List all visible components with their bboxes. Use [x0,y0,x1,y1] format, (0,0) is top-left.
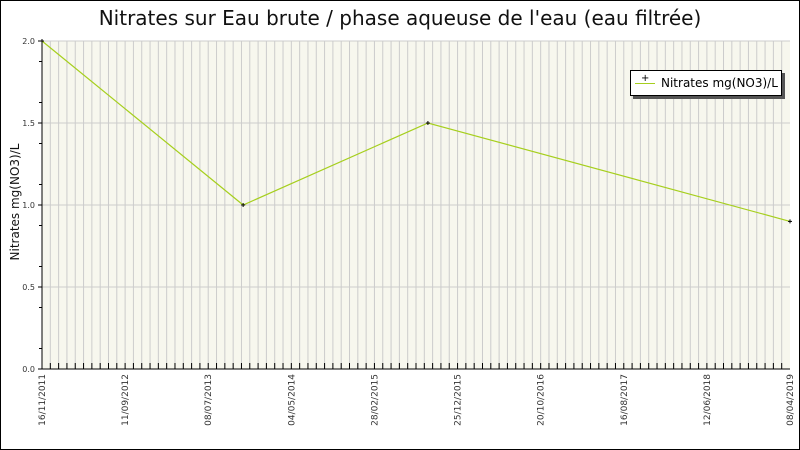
svg-text:04/05/2014: 04/05/2014 [287,374,297,426]
svg-text:0.0: 0.0 [22,365,35,374]
svg-text:25/12/2015: 25/12/2015 [454,374,464,426]
svg-text:08/07/2013: 08/07/2013 [204,374,214,426]
svg-text:1.5: 1.5 [22,119,35,128]
svg-text:0.5: 0.5 [22,283,35,292]
chart-title: Nitrates sur Eau brute / phase aqueuse d… [98,6,702,30]
svg-text:2.0: 2.0 [22,37,35,46]
svg-text:12/06/2018: 12/06/2018 [703,374,713,426]
svg-text:11/09/2012: 11/09/2012 [121,374,131,426]
svg-text:16/11/2011: 16/11/2011 [38,374,48,426]
svg-text:08/04/2019: 08/04/2019 [786,374,796,426]
legend: Nitrates mg(NO3)/L [630,70,782,96]
svg-text:28/02/2015: 28/02/2015 [370,374,380,426]
y-axis-label: Nitrates mg(NO3)/L [8,143,22,261]
svg-text:1.0: 1.0 [22,201,35,210]
svg-text:20/10/2016: 20/10/2016 [537,374,547,426]
svg-text:16/08/2017: 16/08/2017 [620,374,630,426]
legend-marker-icon [635,73,655,89]
legend-label: Nitrates mg(NO3)/L [661,76,778,90]
